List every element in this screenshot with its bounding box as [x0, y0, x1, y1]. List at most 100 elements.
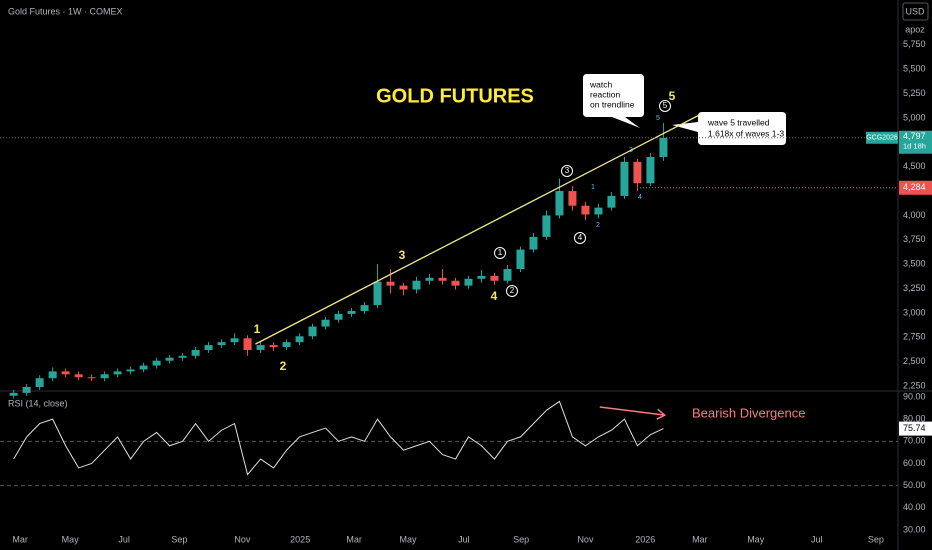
- x-tick-label: Sep: [171, 534, 187, 544]
- minor-wave: 1: [591, 184, 595, 191]
- candle-body: [230, 338, 239, 343]
- y-tick-label: 60.00: [903, 458, 926, 468]
- symbol-label: GCG2026: [866, 135, 898, 142]
- y-tick-label: 40.00: [903, 502, 926, 512]
- rsi-tag: [899, 421, 932, 436]
- candle-body: [581, 205, 590, 215]
- candle-body: [503, 269, 512, 281]
- y-tick-label: 3,250: [903, 283, 926, 293]
- y-tick-label: 3,750: [903, 234, 926, 244]
- candle-body: [568, 191, 577, 206]
- candle-body: [74, 374, 83, 378]
- callout-box: [583, 74, 644, 128]
- y-tick-label: 2,500: [903, 356, 926, 366]
- candle-body: [646, 156, 655, 184]
- circled-wave: 1: [498, 248, 503, 257]
- marked-price-tag: [899, 180, 932, 195]
- rsi-tag-label: 75.74: [903, 423, 926, 433]
- x-tick-label: May: [62, 534, 80, 544]
- candle-body: [542, 215, 551, 237]
- y-tick-label: 70.00: [903, 436, 926, 446]
- candle-body: [451, 280, 460, 286]
- wave-label: 3: [399, 248, 406, 262]
- wave-label: 5: [669, 89, 676, 103]
- y-tick-label: 80.00: [903, 414, 926, 424]
- candle-body: [217, 342, 226, 346]
- wave-label: 4: [491, 289, 498, 303]
- minor-wave: 5: [656, 115, 660, 122]
- candle-body: [256, 345, 265, 350]
- price-tag: [899, 130, 932, 154]
- candle-body: [126, 369, 135, 372]
- x-tick-label: Mar: [692, 534, 708, 544]
- x-tick-label: Jul: [811, 534, 823, 544]
- candles: [9, 122, 668, 399]
- candle-body: [295, 336, 304, 343]
- candle-body: [334, 313, 343, 320]
- y-tick-label: 5,500: [903, 64, 926, 74]
- candle-body: [633, 161, 642, 184]
- candle-body: [594, 207, 603, 215]
- price-tag-label: 4,797: [903, 131, 926, 141]
- y-tick-label: 5,750: [903, 39, 926, 49]
- candle-body: [308, 326, 317, 337]
- candle-body: [529, 236, 538, 250]
- y-tick-label: 50.00: [903, 480, 926, 490]
- circled-wave: 5: [663, 101, 668, 110]
- callout-text: wave 5 travelled: [707, 117, 770, 127]
- countdown: 1d 18h: [903, 142, 926, 151]
- candle-body: [178, 355, 187, 358]
- y-tick-label: 2,750: [903, 332, 926, 342]
- headline: GOLD FUTURES: [376, 85, 534, 107]
- candle-body: [87, 377, 96, 379]
- candle-body: [35, 378, 44, 388]
- y-tick-label: 3,500: [903, 259, 926, 269]
- candle-body: [425, 277, 434, 281]
- y-tick-label: 5,250: [903, 88, 926, 98]
- callout-text: on trendline: [590, 99, 635, 109]
- x-tick-label: May: [400, 534, 418, 544]
- candle-body: [438, 277, 447, 281]
- symbol-tag: [866, 131, 898, 144]
- candle-body: [9, 392, 18, 396]
- callout-box: [672, 112, 786, 145]
- currency[interactable]: USD: [905, 6, 925, 16]
- circled-wave: 2: [510, 286, 515, 295]
- candle-body: [100, 374, 109, 379]
- candle-body: [61, 371, 70, 375]
- x-tick-label: Jul: [118, 534, 130, 544]
- y-tick-label: 4,000: [903, 210, 926, 220]
- callout-text: 1.618x of waves 1-3: [708, 128, 784, 138]
- wave-label: 2: [280, 359, 287, 373]
- candle-body: [48, 371, 57, 379]
- candle-body: [555, 191, 564, 216]
- marked-price-label: 4,284: [903, 182, 926, 192]
- candle-body: [152, 360, 161, 366]
- x-tick-label: 2026: [635, 534, 655, 544]
- y-tick-label: 4,500: [903, 161, 926, 171]
- y-tick-label: 3,000: [903, 307, 926, 317]
- callout-text: reaction: [590, 89, 621, 99]
- x-tick-label: Mar: [346, 534, 362, 544]
- user: apoz: [905, 24, 925, 34]
- candle-body: [399, 285, 408, 290]
- candle-body: [620, 161, 629, 196]
- minor-wave: 4: [638, 194, 642, 201]
- wave-label: 1: [254, 322, 261, 336]
- candle-body: [386, 281, 395, 286]
- candle-body: [659, 137, 668, 157]
- circled-wave: 4: [578, 233, 583, 242]
- callout-text: watch: [589, 79, 612, 89]
- x-tick-label: Mar: [12, 534, 28, 544]
- currency-box[interactable]: [902, 2, 929, 21]
- x-tick-label: Jul: [458, 534, 470, 544]
- candle-body: [282, 342, 291, 348]
- candle-body: [347, 310, 356, 314]
- candle-body: [22, 387, 31, 393]
- candle-body: [607, 195, 616, 208]
- x-tick-label: May: [747, 534, 765, 544]
- candle-body: [321, 319, 330, 327]
- candle-body: [477, 275, 486, 279]
